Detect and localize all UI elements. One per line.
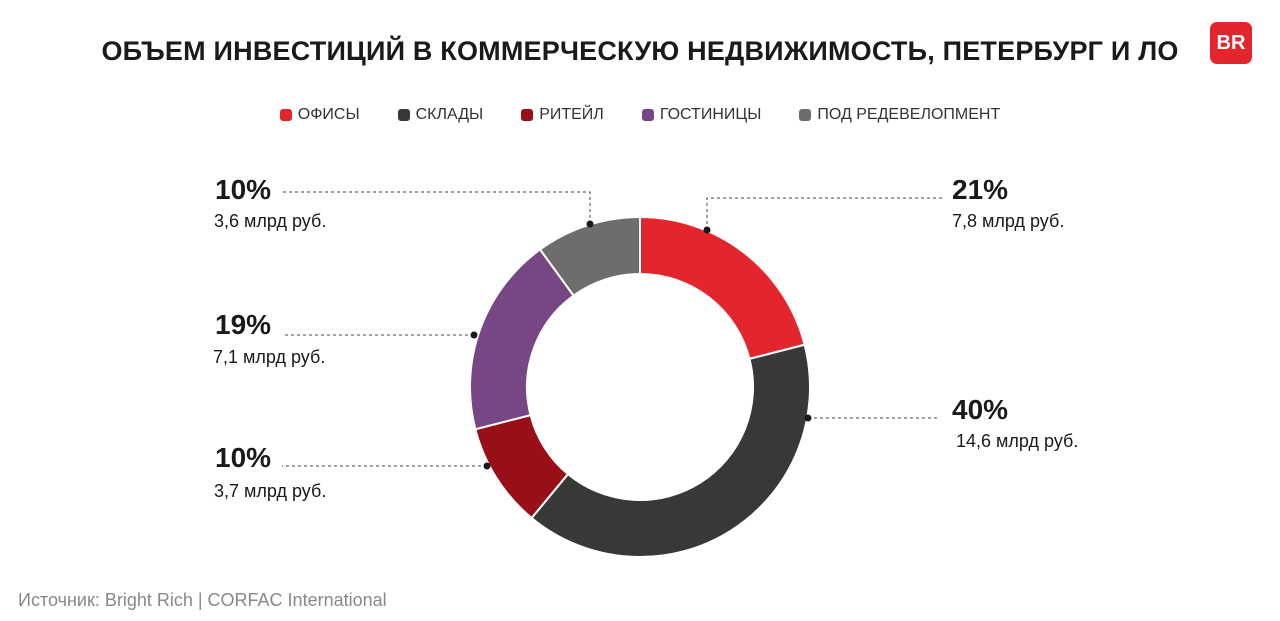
leader-dot <box>586 220 594 228</box>
donut-slice <box>530 343 811 558</box>
legend-item: СКЛАДЫ <box>397 106 484 124</box>
percent-label: 40% <box>952 394 1009 425</box>
leader-line <box>282 191 591 224</box>
leader-dot <box>804 414 812 422</box>
source-note: Источник: Bright Rich | CORFAC Internati… <box>18 590 387 610</box>
legend-label: ПОД РЕДЕВЕЛОПМЕНТ <box>817 106 1001 123</box>
legend-item: ПОД РЕДЕВЕЛОПМЕНТ <box>799 106 1000 124</box>
amount-label: 14,6 млрд руб. <box>956 431 1079 451</box>
amount-label: 7,1 млрд руб. <box>213 347 326 367</box>
leader-line <box>706 197 945 230</box>
chart-title: ОБЪЕМ ИНВЕСТИЦИЙ В КОММЕРЧЕСКУЮ НЕДВИЖИМ… <box>101 36 1179 66</box>
legend-item: РИТЕЙЛ <box>521 106 604 124</box>
leader-dot <box>703 226 711 234</box>
percent-label: 21% <box>952 174 1009 205</box>
amount-label: 3,7 млрд руб. <box>214 481 327 501</box>
legend-swatch <box>641 109 654 121</box>
donut-slice <box>639 215 806 361</box>
legend-item: ОФИСЫ <box>279 106 360 124</box>
donut-slice <box>469 248 575 431</box>
percent-label: 10% <box>215 442 272 473</box>
legend-swatch <box>397 109 410 121</box>
legend-label: ОФИСЫ <box>297 106 360 123</box>
legend-label: СКЛАДЫ <box>415 106 484 123</box>
legend-swatch <box>799 109 812 121</box>
amount-label: 3,6 млрд руб. <box>214 211 327 231</box>
amount-label: 7,8 млрд руб. <box>952 211 1065 231</box>
legend: ОФИСЫ СКЛАДЫ РИТЕЙЛ ГОСТИНИЦЫ ПОД РЕДЕВЕЛОПМ… <box>0 106 1280 124</box>
legend-label: ГОСТИНИЦЫ <box>659 106 762 123</box>
leader-dot <box>470 331 478 339</box>
legend-swatch <box>279 109 292 121</box>
brand-logo: BR <box>1210 22 1252 64</box>
percent-label: 19% <box>215 309 272 340</box>
donut-slice <box>538 215 641 297</box>
legend-label: РИТЕЙЛ <box>539 106 604 123</box>
legend-item: ГОСТИНИЦЫ <box>641 106 762 124</box>
leader-dot <box>483 462 491 470</box>
legend-swatch <box>521 109 534 121</box>
percent-label: 10% <box>215 174 272 205</box>
